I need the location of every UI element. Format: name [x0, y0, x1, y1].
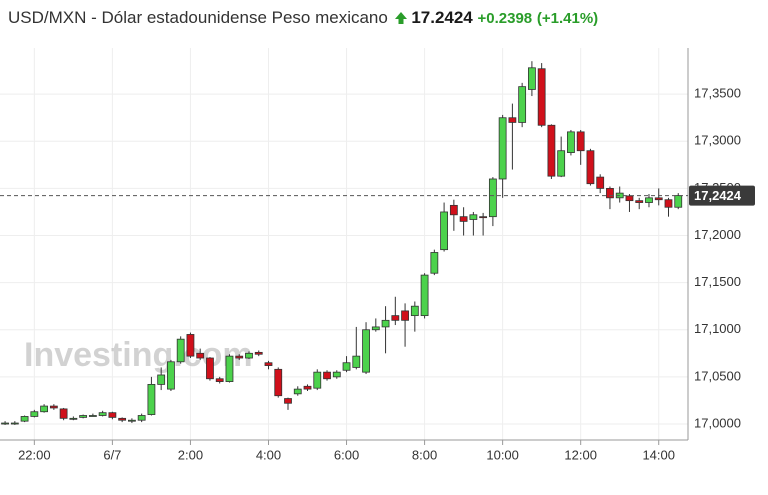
- candle-body: [410, 305, 419, 317]
- candle-body: [606, 188, 614, 199]
- x-tick-label: 6/7: [103, 447, 121, 462]
- candle-body: [332, 371, 341, 378]
- watermark: Investing.com: [24, 336, 253, 374]
- candle-body: [49, 405, 58, 409]
- candle-body: [225, 355, 234, 382]
- candle-body: [137, 415, 146, 421]
- candle-body: [371, 326, 380, 331]
- x-tick-label: 4:00: [256, 447, 281, 462]
- candle-body: [352, 355, 361, 368]
- candle-body: [381, 319, 390, 328]
- y-tick-label: 17,3500: [694, 86, 741, 101]
- x-tick-label: 6:00: [334, 447, 359, 462]
- last-price-box: [689, 185, 755, 206]
- candle-body: [215, 378, 224, 382]
- candle-body: [557, 150, 566, 177]
- candle-body: [108, 412, 117, 418]
- plot-area: [0, 48, 688, 440]
- y-tick-label: 17,0000: [694, 415, 741, 430]
- candle-body: [586, 150, 595, 185]
- candle-body: [59, 408, 68, 419]
- candle-body: [20, 416, 29, 422]
- candle-body: [10, 422, 19, 425]
- candle-body: [323, 371, 331, 380]
- candle-body: [362, 329, 370, 373]
- candle-body: [254, 351, 263, 355]
- candle-body: [567, 131, 575, 153]
- candle-body: [98, 412, 107, 416]
- candle-body: [518, 86, 527, 123]
- header: USD/MXN - Dólar estadounidense Peso mexi…: [8, 8, 598, 28]
- candle-body: [245, 352, 253, 359]
- candle-body: [508, 117, 517, 123]
- candle-body: [235, 355, 244, 359]
- y-tick-label: 17,2000: [694, 227, 741, 242]
- x-tick-label: 2:00: [178, 447, 203, 462]
- candle-body: [596, 176, 605, 189]
- candle-body: [69, 417, 78, 420]
- candle-body: [88, 415, 97, 417]
- x-tick-label: 8:00: [412, 447, 437, 462]
- candle-body: [625, 195, 634, 202]
- candle-body: [537, 68, 546, 126]
- candle-body: [167, 361, 175, 390]
- candle-body: [635, 200, 644, 203]
- candle-body: [420, 274, 429, 317]
- candle-body: [313, 371, 322, 389]
- candle-body: [284, 398, 292, 404]
- price: 17.2424: [411, 8, 473, 27]
- candle-body: [157, 374, 166, 385]
- candle-body: [264, 362, 273, 366]
- candle-body: [30, 411, 39, 417]
- candle-body: [176, 338, 185, 363]
- change-pct: (+1.41%): [536, 10, 599, 27]
- up-arrow: [394, 12, 407, 24]
- candle-body: [674, 195, 683, 208]
- x-tick-label: 22:00: [18, 447, 51, 462]
- candle-body: [430, 252, 439, 274]
- y-tick-label: 17,1500: [694, 274, 741, 289]
- candle-body: [274, 368, 283, 397]
- candle-body: [459, 216, 468, 222]
- x-tick-label: 10:00: [486, 447, 519, 462]
- candle-body: [469, 214, 478, 220]
- y-tick-label: 17,3000: [694, 133, 741, 148]
- last-price-label: 17,2424: [694, 188, 742, 203]
- candle-body: [206, 357, 214, 380]
- candle-body: [342, 362, 351, 371]
- candle-body: [440, 211, 448, 251]
- candle-body: [528, 67, 536, 90]
- candle-body: [118, 417, 127, 421]
- candle-body: [449, 204, 458, 216]
- x-tick-label: 12:00: [564, 447, 597, 462]
- candle-body: [147, 384, 156, 415]
- candle-body: [654, 197, 663, 201]
- candle-body: [1, 422, 9, 425]
- candle-body: [391, 315, 400, 321]
- candle-body: [40, 405, 48, 413]
- candle-body: [196, 352, 205, 359]
- symbol: USD/MXN - Dólar estadounidense Peso mexi…: [8, 8, 388, 27]
- candle-body: [186, 334, 195, 357]
- candle-body: [547, 124, 556, 177]
- candle-body: [645, 197, 653, 203]
- candle-body: [401, 310, 409, 321]
- candle-body: [79, 415, 88, 418]
- candle-body: [576, 131, 585, 152]
- candle-body: [479, 216, 488, 219]
- candle-body: [303, 385, 312, 390]
- candle-body: [664, 199, 673, 208]
- y-tick-label: 17,0500: [694, 368, 741, 383]
- change: +0.2398: [477, 10, 533, 27]
- y-tick-label: 17,1000: [694, 321, 741, 336]
- candle-body: [128, 419, 136, 422]
- candle-body: [488, 178, 497, 218]
- x-tick-label: 14:00: [642, 447, 675, 462]
- candle-body: [293, 388, 302, 395]
- candle-body: [498, 117, 507, 180]
